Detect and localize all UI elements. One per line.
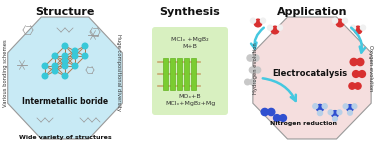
Circle shape — [253, 55, 259, 61]
Circle shape — [82, 43, 88, 49]
Circle shape — [72, 48, 78, 54]
Circle shape — [337, 110, 342, 115]
Text: MOₓ+B: MOₓ+B — [179, 94, 201, 99]
Circle shape — [82, 53, 88, 59]
Circle shape — [277, 25, 282, 30]
Circle shape — [332, 111, 338, 117]
Circle shape — [42, 63, 48, 69]
Bar — [184, 58, 189, 90]
Circle shape — [347, 105, 353, 111]
Circle shape — [62, 58, 68, 64]
Circle shape — [322, 104, 327, 109]
Text: Hydrogen evolution: Hydrogen evolution — [254, 42, 259, 94]
Polygon shape — [253, 17, 371, 139]
Text: Synthesis: Synthesis — [160, 7, 220, 17]
Circle shape — [328, 110, 333, 115]
Polygon shape — [8, 17, 122, 139]
Text: Intermetallic boride: Intermetallic boride — [22, 98, 108, 106]
Circle shape — [274, 115, 280, 121]
Circle shape — [354, 26, 362, 34]
Bar — [177, 58, 182, 90]
Circle shape — [268, 25, 273, 30]
Circle shape — [62, 53, 68, 59]
Circle shape — [352, 104, 357, 109]
Circle shape — [251, 18, 256, 23]
Circle shape — [62, 43, 68, 49]
Circle shape — [249, 67, 255, 73]
Circle shape — [349, 83, 355, 89]
Circle shape — [250, 79, 255, 85]
Circle shape — [318, 111, 322, 116]
Text: M+B: M+B — [183, 44, 197, 48]
Circle shape — [62, 73, 68, 79]
FancyBboxPatch shape — [152, 27, 228, 115]
Circle shape — [360, 25, 366, 30]
Circle shape — [356, 58, 364, 66]
Circle shape — [333, 116, 338, 121]
Circle shape — [52, 53, 58, 59]
Circle shape — [350, 25, 356, 30]
Text: Wide variety of structures: Wide variety of structures — [19, 135, 111, 140]
Circle shape — [350, 58, 357, 66]
Text: Nitrogen reduction: Nitrogen reduction — [271, 122, 338, 126]
Text: Structure: Structure — [35, 7, 94, 17]
Circle shape — [333, 18, 338, 23]
Text: Electrocatalysis: Electrocatalysis — [273, 69, 347, 78]
Circle shape — [316, 104, 324, 112]
Circle shape — [52, 68, 58, 74]
Bar — [163, 58, 168, 90]
Circle shape — [260, 18, 265, 23]
Text: MClₓ +MgB₂: MClₓ +MgB₂ — [171, 38, 209, 42]
Circle shape — [254, 19, 262, 27]
Circle shape — [353, 71, 359, 77]
Circle shape — [271, 26, 279, 34]
Circle shape — [247, 55, 253, 61]
Circle shape — [72, 53, 78, 59]
Circle shape — [313, 104, 318, 109]
Bar — [170, 58, 175, 90]
Text: Huge compositional diversity: Huge compositional diversity — [116, 34, 121, 111]
Circle shape — [255, 67, 261, 73]
Text: MClₓ+MgB₂+Mg: MClₓ+MgB₂+Mg — [165, 102, 215, 106]
Circle shape — [336, 19, 344, 27]
Circle shape — [261, 108, 268, 116]
Circle shape — [343, 104, 348, 109]
Circle shape — [348, 110, 352, 115]
Circle shape — [355, 83, 361, 89]
Circle shape — [342, 18, 347, 23]
Text: Oxygen evolution: Oxygen evolution — [367, 45, 372, 91]
Circle shape — [245, 79, 250, 85]
Bar — [191, 58, 196, 90]
Circle shape — [359, 71, 366, 77]
Text: Application: Application — [277, 7, 347, 17]
Circle shape — [52, 63, 58, 69]
Circle shape — [72, 63, 78, 69]
Circle shape — [268, 108, 275, 116]
Circle shape — [62, 63, 68, 69]
Circle shape — [42, 73, 48, 79]
Text: Various bonding schemes: Various bonding schemes — [3, 39, 8, 107]
Circle shape — [280, 115, 287, 121]
